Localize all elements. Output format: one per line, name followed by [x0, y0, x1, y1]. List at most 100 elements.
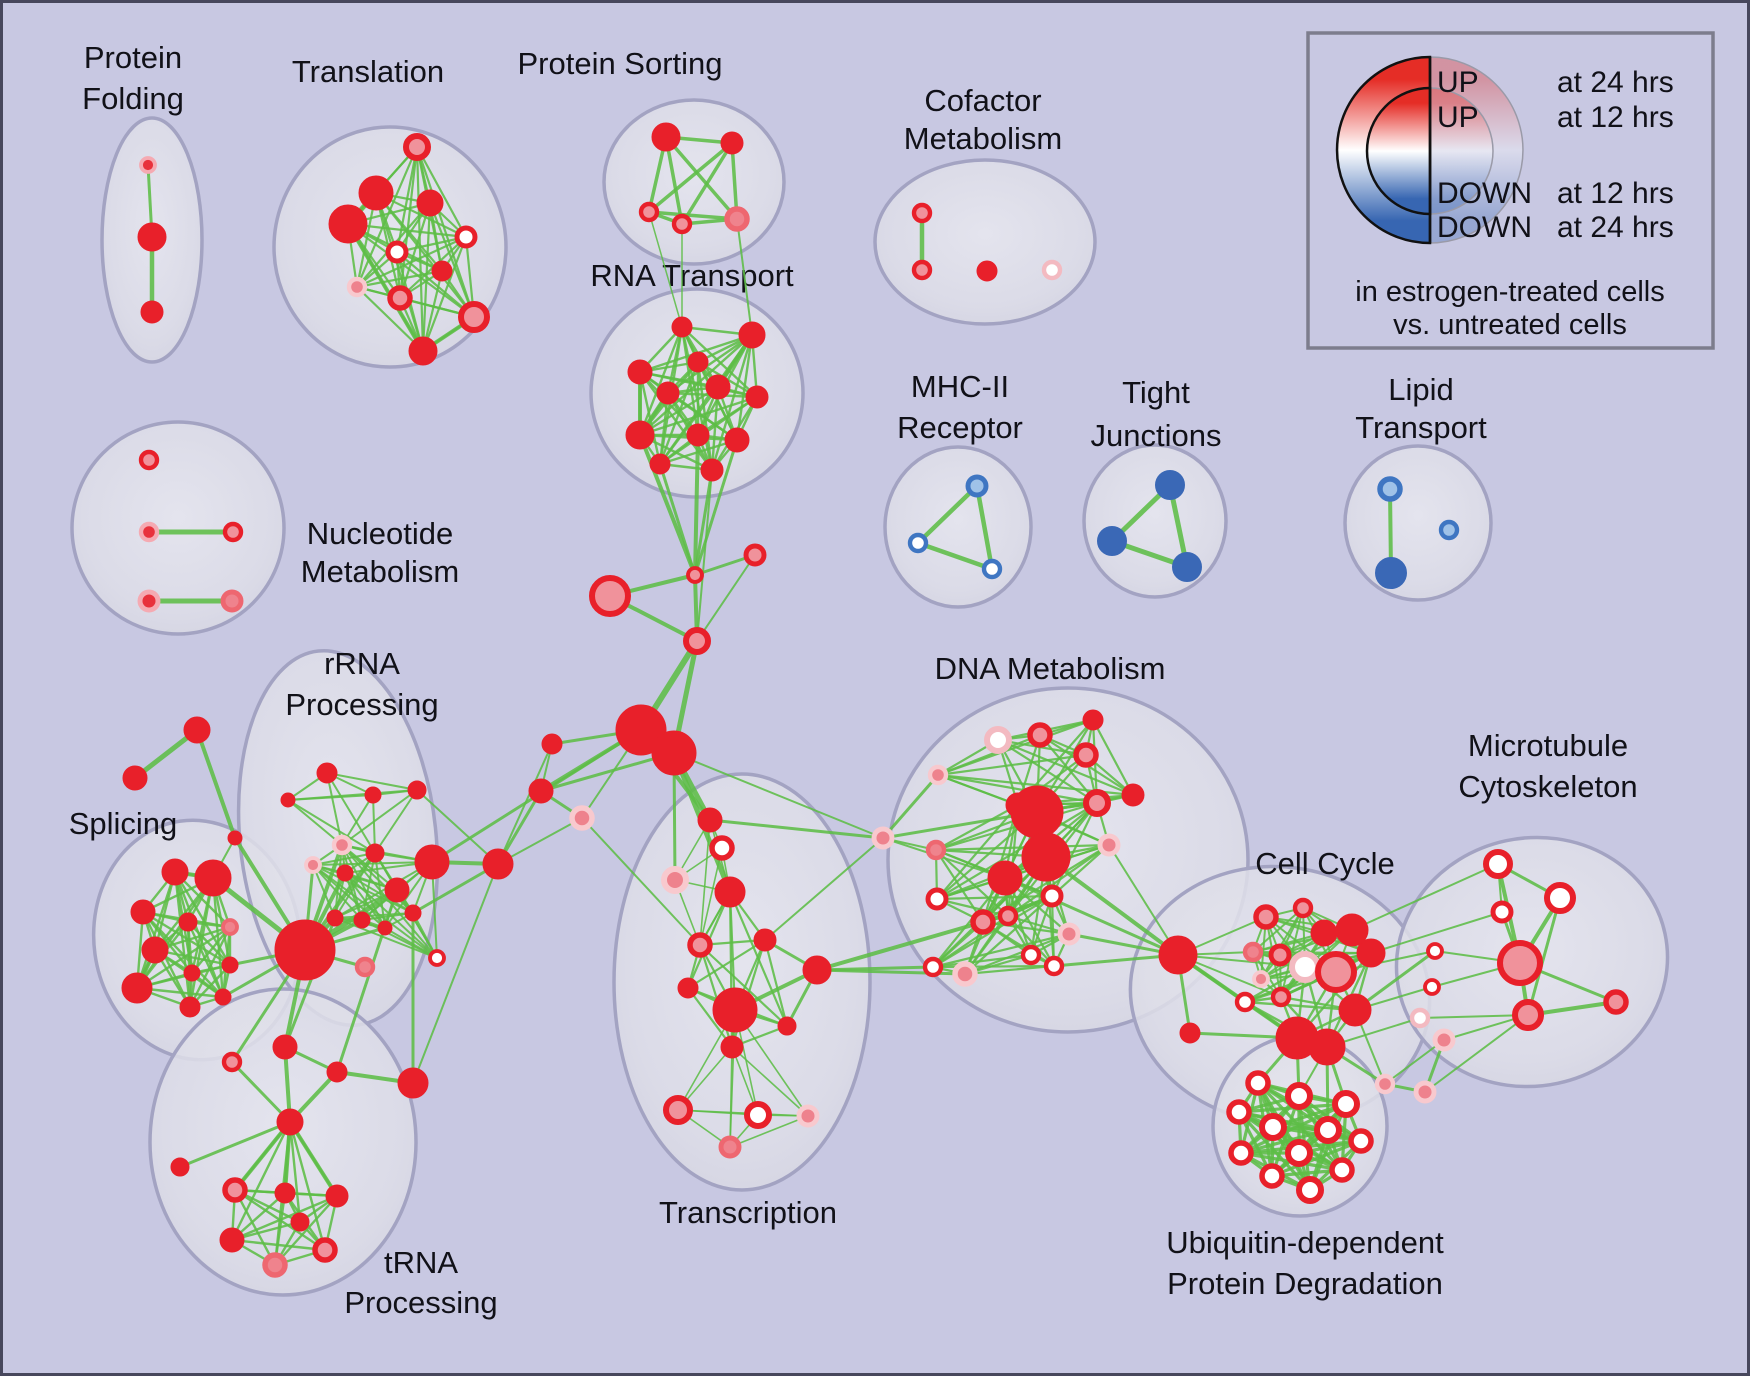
network-edge: [664, 135, 684, 226]
network-node-st7: [569, 805, 595, 831]
network-edge: [1050, 843, 1111, 898]
network-node-t4: [416, 189, 444, 217]
network-node-cc5: [1356, 938, 1386, 968]
network-node-tnc6: [262, 1252, 288, 1278]
network-edge: [934, 843, 1111, 852]
network-edge: [539, 751, 676, 793]
cluster-ellipse-lipid-transport: [1343, 444, 1493, 602]
cluster-label-cofactor-metabolism-line1: Cofactor: [924, 83, 1041, 118]
network-edge: [141, 910, 192, 1009]
network-edge: [1006, 914, 1056, 968]
cluster-label-ubiquitin-degradation-line1: Ubiquitin-dependent: [1166, 1225, 1444, 1260]
network-edge: [230, 1194, 339, 1242]
network-node-dm9: [1021, 832, 1071, 882]
network-node-nm3: [222, 521, 244, 543]
network-edge: [735, 333, 754, 442]
network-edge: [230, 1060, 292, 1124]
network-edge: [763, 938, 789, 1028]
network-node-ub4: [1226, 1099, 1252, 1125]
network-edge: [412, 863, 499, 1084]
cluster-label-rrna-processing-line1: rRNA: [324, 646, 400, 681]
network-node-st5: [541, 733, 563, 755]
legend-down-12-label: DOWN: [1437, 177, 1532, 210]
network-edge: [421, 235, 468, 353]
network-nodes-layer: [121, 122, 1629, 1278]
network-node-t3: [328, 204, 368, 244]
network-node-ub11: [1329, 1157, 1355, 1183]
network-edge: [934, 848, 985, 924]
network-edge: [497, 817, 583, 865]
network-node-dm12: [925, 839, 947, 861]
network-node-ub10: [1259, 1163, 1285, 1189]
cluster-labels-layer: Protein Folding Translation Protein Sorting…: [69, 40, 1638, 1320]
cluster-label-trna-processing-line1: tRNA: [384, 1245, 458, 1280]
network-node-cm4: [1041, 259, 1063, 281]
network-node-st3: [589, 575, 631, 617]
cluster-ellipse-transcription: [612, 772, 872, 1192]
network-edge: [915, 540, 995, 572]
network-edge: [996, 738, 1135, 797]
network-node-cc14: [1308, 1028, 1346, 1066]
network-node-st4: [683, 627, 711, 655]
network-node-tnc2: [274, 1182, 296, 1204]
network-edge: [648, 211, 683, 328]
network-node-t5: [454, 225, 478, 249]
network-node-dm22: [952, 961, 978, 987]
network-node-cm3: [976, 260, 998, 282]
network-edge: [288, 1120, 327, 1252]
network-node-mc9: [1409, 1007, 1431, 1029]
network-edge: [395, 250, 476, 319]
network-node-sp5: [221, 918, 239, 936]
cluster-label-transcription-line1: Transcription: [659, 1195, 837, 1230]
network-node-px3: [1432, 1028, 1456, 1052]
network-node-ub6: [1314, 1116, 1342, 1144]
network-node-t9: [387, 285, 413, 311]
network-edge: [731, 1046, 809, 1117]
legend-up-24-label: UP: [1437, 66, 1479, 99]
legend-down-24-time: at 24 hrs: [1557, 211, 1674, 244]
network-node-ub12: [1296, 1176, 1324, 1204]
network-node-cc3: [1310, 919, 1338, 947]
network-edge: [915, 483, 980, 546]
network-edge: [931, 894, 1054, 969]
network-node-tc8: [677, 977, 699, 999]
network-node-ps5: [724, 206, 750, 232]
network-edge: [931, 876, 1007, 969]
network-edge: [326, 772, 343, 846]
network-node-pf3: [140, 300, 164, 324]
network-edge: [729, 1115, 809, 1148]
network-node-dm19: [1057, 922, 1081, 946]
cluster-ellipse-mhc-ii-receptor: [883, 445, 1033, 609]
network-edge: [1243, 1000, 1357, 1012]
network-node-cc4: [1335, 913, 1369, 947]
network-edge: [288, 1120, 302, 1224]
network-node-tnc7: [290, 1212, 310, 1232]
network-edge: [935, 897, 1010, 918]
network-node-tc2: [709, 835, 735, 861]
network-node-tc6: [802, 955, 832, 985]
network-node-nm4: [137, 589, 161, 613]
network-edge: [673, 752, 884, 839]
network-node-dm16: [970, 909, 996, 935]
cluster-label-splicing-line1: Splicing: [69, 806, 178, 841]
network-node-rr5: [304, 856, 322, 874]
network-edge: [728, 890, 789, 1028]
network-edge: [186, 920, 232, 967]
network-node-mh3: [981, 558, 1003, 580]
network-node-dm2: [1027, 722, 1053, 748]
network-node-tc7: [753, 928, 777, 952]
network-node-tj2: [1097, 526, 1127, 556]
network-edge: [355, 269, 444, 289]
network-edge: [1052, 953, 1180, 968]
network-node-tc15: [718, 1135, 742, 1159]
network-edge: [666, 391, 739, 442]
network-edge: [346, 222, 476, 319]
network-edge: [881, 773, 940, 840]
cluster-label-tight-junctions-line2: Junctions: [1091, 418, 1222, 453]
network-edge: [372, 794, 376, 854]
network-node-t8: [346, 276, 368, 298]
network-edge: [638, 385, 720, 437]
network-node-t2: [358, 175, 394, 211]
network-edge: [696, 554, 756, 642]
network-node-rr6: [336, 864, 354, 882]
